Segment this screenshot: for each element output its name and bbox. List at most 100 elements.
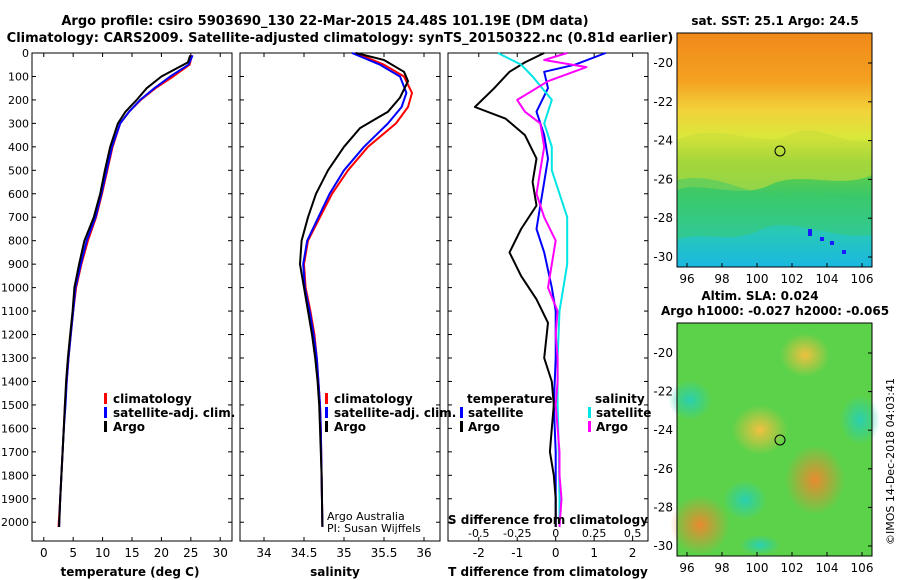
map-y-tick-label: -26 — [653, 462, 673, 476]
series-line-s-satellite — [497, 52, 569, 527]
sst-band — [677, 177, 872, 240]
sla-low — [668, 380, 712, 420]
difference-legend: temperature salinity satellite Argo sate… — [460, 392, 651, 434]
x-tick-label: 5 — [69, 546, 77, 560]
map-y-tick-label: -20 — [653, 56, 673, 70]
y-tick-label: 100 — [8, 70, 29, 83]
map-y-tick-label: -26 — [653, 172, 673, 186]
sst-map — [676, 32, 873, 268]
y-tick-label: 1600 — [1, 422, 29, 435]
x-tick-label: 34.5 — [291, 546, 318, 560]
x-tick-label: 2 — [629, 546, 637, 560]
temperature-xlabel: temperature (deg C) — [61, 565, 200, 579]
sst-pixel — [842, 250, 846, 254]
map-x-tick-label: 106 — [851, 561, 874, 575]
imos-footer: ©IMOS 14-Dec-2018 04:03:41 — [884, 378, 897, 545]
map-y-tick-label: -30 — [653, 539, 673, 553]
legend-label-argo: Argo — [113, 420, 145, 434]
y-tick-label: 0 — [22, 47, 29, 60]
y-tick-label: 1200 — [1, 329, 29, 342]
map-y-tick-label: -20 — [653, 346, 673, 360]
map-x-tick-label: 98 — [714, 561, 729, 575]
sla-map-frame — [676, 322, 873, 557]
y-tick-label: 1300 — [1, 352, 29, 365]
series-line-satellite-adj-clim- — [58, 54, 194, 527]
x-tick-label: 36 — [416, 546, 431, 560]
x2-tick-label: 0.25 — [582, 527, 607, 540]
sst-map-title: sat. SST: 25.1 Argo: 24.5 — [691, 14, 858, 28]
x-tick-label: 25 — [183, 546, 198, 560]
map-x-tick-label: 96 — [679, 561, 694, 575]
legend-label-climatology: climatology — [113, 392, 192, 406]
sla-map-title2: Argo h1000: -0.027 h2000: -0.065 — [661, 304, 889, 318]
map-y-tick-label: -24 — [653, 423, 673, 437]
legend-label-argo: Argo — [334, 420, 366, 434]
map-x-tick-label: 104 — [816, 272, 839, 286]
legend-swatch-argo — [325, 421, 328, 432]
x2-tick-label: -0.5 — [468, 527, 489, 540]
legend-label-satellite: satellite-adj. clim. — [334, 406, 456, 420]
sla-map-title1: Altim. SLA: 0.024 — [701, 289, 818, 303]
y-tick-label: 400 — [8, 141, 29, 154]
x-tick-label: 0 — [40, 546, 48, 560]
map-y-tick-label: -24 — [653, 134, 673, 148]
x-tick-label: 34 — [256, 546, 271, 560]
y-tick-label: 500 — [8, 164, 29, 177]
map-y-tick-label: -28 — [653, 500, 673, 514]
sla-high — [732, 405, 788, 455]
legend-swatch-argo — [104, 421, 107, 432]
map-x-tick-label: 100 — [746, 272, 769, 286]
x-tick-label: 0 — [552, 546, 560, 560]
sst-front — [677, 130, 872, 191]
legend-swatch-satellite — [325, 407, 328, 418]
x-tick-label: 1 — [590, 546, 598, 560]
x-tick-label: 35.5 — [371, 546, 398, 560]
map-x-tick-label: 102 — [781, 272, 804, 286]
y-tick-label: 600 — [8, 188, 29, 201]
y-tick-label: 200 — [8, 94, 29, 107]
difference-panel-frame — [447, 52, 649, 542]
legend-label-s-argo: Argo — [596, 420, 628, 434]
x-tick-label: 10 — [95, 546, 110, 560]
annotation-argo-australia: Argo Australia — [327, 510, 405, 523]
y-tick-label: 300 — [8, 117, 29, 130]
legend-swatch-s-argo — [588, 421, 591, 432]
series-line-s-argo — [516, 52, 588, 527]
y-tick-label: 1900 — [1, 493, 29, 506]
figure-title-line1: Argo profile: csiro 5903690_130 22-Mar-2… — [61, 14, 588, 29]
x2-tick-label: 0 — [552, 527, 559, 540]
legend-swatch-s-satellite — [588, 407, 591, 418]
sst-pixel — [830, 241, 834, 245]
y-tick-label: 900 — [8, 258, 29, 271]
map-x-tick-label: 96 — [679, 272, 694, 286]
series-line-argo — [58, 54, 192, 527]
x2-tick-label: -0.25 — [503, 527, 531, 540]
y-tick-label: 1700 — [1, 446, 29, 459]
sla-map — [668, 322, 880, 557]
map-y-tick-label: -28 — [653, 211, 673, 225]
map-x-tick-label: 100 — [746, 561, 769, 575]
y-tick-label: 1400 — [1, 375, 29, 388]
sla-low — [740, 535, 780, 555]
x-tick-label: 35 — [336, 546, 351, 560]
difference-xlabel: T difference from climatology — [448, 565, 648, 579]
map-y-tick-label: -22 — [653, 385, 673, 399]
map-y-tick-label: -22 — [653, 95, 673, 109]
y-tick-label: 700 — [8, 211, 29, 224]
annotation-pi: PI: Susan Wijffels — [327, 522, 421, 535]
map-x-tick-label: 106 — [851, 272, 874, 286]
difference-xlabel-top: S difference from climatology — [448, 513, 648, 527]
x-tick-label: -2 — [473, 546, 485, 560]
legend-swatch-t-satellite — [460, 407, 463, 418]
legend-swatch-t-argo — [460, 421, 463, 432]
legend-title-salinity: salinity — [595, 392, 645, 406]
map-y-tick-label: -30 — [653, 250, 673, 264]
y-tick-label: 1100 — [1, 305, 29, 318]
sst-pixel — [820, 237, 824, 241]
x-tick-label: 20 — [154, 546, 169, 560]
sla-low — [723, 480, 767, 520]
x-tick-label: 30 — [213, 546, 228, 560]
legend-swatch-satellite — [104, 407, 107, 418]
x-tick-label: 15 — [124, 546, 139, 560]
